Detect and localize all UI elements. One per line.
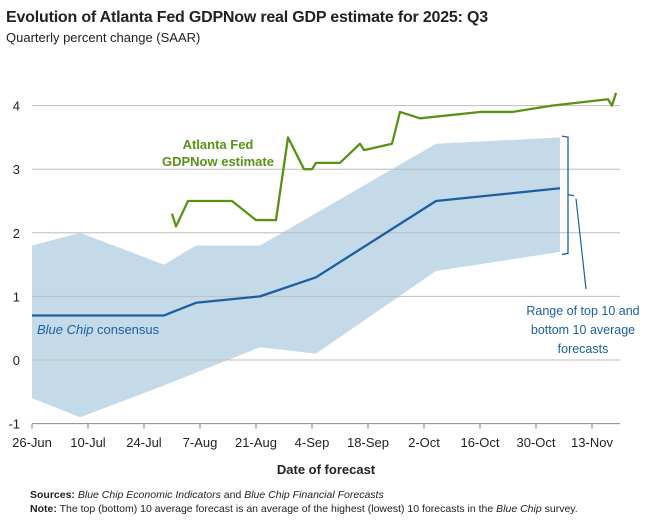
x-tick-label: 4-Sep xyxy=(295,435,330,450)
note-part1: The top (bottom) 10 average forecast is … xyxy=(56,503,497,515)
chart-title: Evolution of Atlanta Fed GDPNow real GDP… xyxy=(6,9,488,26)
consensus-label-rest: consensus xyxy=(93,322,159,337)
x-tick-label: 18-Sep xyxy=(347,435,389,450)
gdpnow-label: GDPNow estimate xyxy=(162,154,274,169)
sources-label: Sources: xyxy=(30,489,75,501)
x-tick-label: 2-Oct xyxy=(408,435,440,450)
note-label: Note: xyxy=(30,503,57,515)
x-tick-label: 30-Oct xyxy=(516,435,555,450)
range-bracket xyxy=(561,135,575,256)
consensus-label: Blue Chip consensus xyxy=(37,322,160,337)
chart-subtitle: Quarterly percent change (SAAR) xyxy=(6,30,201,45)
range-label: forecasts xyxy=(558,342,609,356)
y-tick-label: 3 xyxy=(13,162,20,177)
x-tick-label: 10-Jul xyxy=(70,435,106,450)
range-label: bottom 10 average xyxy=(531,323,635,337)
gdpnow-line xyxy=(170,92,618,228)
x-tick-label: 26-Jun xyxy=(12,435,52,450)
x-axis-title: Date of forecast xyxy=(277,462,376,477)
sources-and: and xyxy=(220,489,245,501)
x-tick-label: 13-Nov xyxy=(571,435,613,450)
x-tick-label: 24-Jul xyxy=(126,435,162,450)
y-tick-label: 1 xyxy=(13,289,20,304)
sources-note: Sources: Blue Chip Economic Indicators a… xyxy=(30,489,384,501)
y-tick-label: -1 xyxy=(8,417,20,432)
x-tick-label: 21-Aug xyxy=(235,435,277,450)
y-tick-label: 2 xyxy=(13,226,20,241)
x-tick-label: 7-Aug xyxy=(183,435,218,450)
y-tick-label: 4 xyxy=(13,99,20,114)
x-tick-label: 16-Oct xyxy=(460,435,499,450)
chart: -1 0 1 2 3 4 26-Jun 10-Jul 24-Jul 7-Aug 21-Aug 4-Se… xyxy=(8,92,640,477)
y-tick-label: 0 xyxy=(13,353,20,368)
range-leader-line xyxy=(575,198,587,290)
gdpnow-label: Atlanta Fed xyxy=(183,137,254,152)
range-band xyxy=(32,137,560,418)
footnote: Note: The top (bottom) 10 average foreca… xyxy=(30,503,578,515)
note-italic: Blue Chip xyxy=(496,503,542,515)
sources-part1: Blue Chip Economic Indicators xyxy=(77,489,221,501)
consensus-label-italic: Blue Chip xyxy=(37,322,93,337)
range-label: Range of top 10 and xyxy=(526,304,639,318)
sources-part2: Blue Chip Financial Forecasts xyxy=(244,489,384,501)
note-part2: survey. xyxy=(541,503,578,515)
